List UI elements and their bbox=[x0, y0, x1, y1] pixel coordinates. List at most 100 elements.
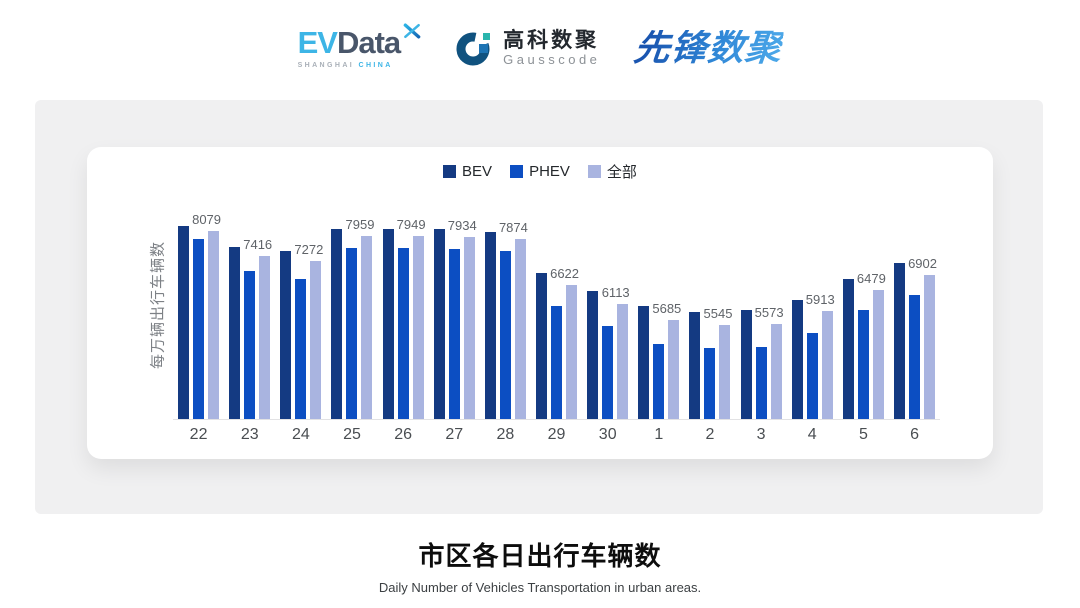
bar-group-29: 6622 bbox=[531, 164, 582, 419]
value-label-25: 7959 bbox=[345, 216, 375, 232]
footer: 市区各日出行车辆数 Daily Number of Vehicles Trans… bbox=[0, 536, 1080, 595]
bar-all-1 bbox=[668, 319, 680, 419]
legend-swatch-bev bbox=[443, 165, 457, 178]
legend-item-bev[interactable]: BEV bbox=[443, 163, 492, 180]
bar-phev-30 bbox=[602, 326, 614, 419]
bar-all-29 bbox=[566, 285, 578, 419]
bar-group-22: 8079 bbox=[173, 164, 224, 419]
value-label-28: 7874 bbox=[498, 219, 528, 235]
bar-group-26: 7949 bbox=[378, 164, 429, 419]
bar-bev-4 bbox=[791, 299, 803, 419]
bar-all-3 bbox=[770, 323, 782, 419]
evdata-x-spark-icon bbox=[403, 23, 421, 39]
bar-bev-2 bbox=[689, 311, 701, 419]
value-label-23: 7416 bbox=[243, 236, 273, 252]
bar-group-27: 7934 bbox=[429, 164, 480, 419]
value-label-24: 7272 bbox=[294, 242, 324, 258]
evdata-wordmark: EV Data bbox=[297, 23, 423, 60]
gausscode-logo: 高科数聚 Gausscode bbox=[456, 29, 600, 68]
bar-group-6: 6902 bbox=[889, 164, 940, 419]
bar-group-23: 7416 bbox=[224, 164, 275, 419]
bar-group-2: 5545 bbox=[684, 164, 735, 419]
x-tick-29: 29 bbox=[547, 426, 566, 443]
value-label-4: 5913 bbox=[805, 292, 835, 308]
bar-all-5 bbox=[872, 290, 884, 419]
x-tick-1: 1 bbox=[654, 426, 664, 443]
bar-phev-24 bbox=[295, 279, 307, 419]
bar-all-30 bbox=[617, 303, 629, 419]
value-label-6: 6902 bbox=[908, 255, 937, 271]
bar-all-25 bbox=[361, 235, 373, 419]
evdata-subtitle: SHANGHAI CHINA bbox=[297, 62, 393, 69]
x-tick-22: 22 bbox=[189, 426, 208, 443]
pioneer-logo: 先锋数聚 bbox=[632, 27, 785, 68]
bar-bev-30 bbox=[587, 290, 599, 419]
evdata-ev-text: EV bbox=[297, 25, 338, 60]
bar-bev-24 bbox=[280, 250, 292, 419]
gausscode-en: Gausscode bbox=[503, 51, 601, 67]
chart-card: BEV PHEV 全部 每万辆出行车辆数 8079 7416 7272 7959 7949 7… bbox=[87, 147, 993, 459]
bar-phev-28 bbox=[499, 250, 511, 419]
evdata-logo: EV Data SHANGHAI CHINA bbox=[297, 23, 423, 69]
bar-bev-22 bbox=[178, 226, 190, 419]
legend-label-phev: PHEV bbox=[529, 163, 570, 180]
value-label-26: 7949 bbox=[396, 217, 426, 233]
bar-phev-25 bbox=[346, 247, 358, 419]
bar-bev-23 bbox=[229, 246, 241, 419]
x-tick-2: 2 bbox=[705, 426, 715, 443]
bar-bev-5 bbox=[842, 278, 854, 419]
x-tick-28: 28 bbox=[496, 426, 515, 443]
bar-phev-6 bbox=[909, 295, 921, 419]
bar-group-24: 7272 bbox=[275, 164, 326, 419]
bar-all-22 bbox=[208, 231, 220, 419]
legend-swatch-phev bbox=[510, 165, 524, 178]
bar-phev-26 bbox=[397, 248, 409, 419]
bar-group-5: 6479 bbox=[838, 164, 889, 419]
bar-group-28: 7874 bbox=[480, 164, 531, 419]
bar-phev-2 bbox=[704, 348, 716, 419]
gausscode-g-icon bbox=[456, 32, 491, 66]
bar-area: 8079 7416 7272 7959 7949 7934 7874 6622 6113 5685… bbox=[173, 164, 940, 419]
page-title: 市区各日出行车辆数 bbox=[418, 541, 662, 571]
bar-group-1: 5685 bbox=[633, 164, 684, 419]
x-tick-5: 5 bbox=[858, 426, 868, 443]
bar-bev-1 bbox=[638, 305, 650, 419]
bar-group-30: 6113 bbox=[582, 164, 633, 419]
value-label-29: 6622 bbox=[550, 266, 580, 282]
x-tick-25: 25 bbox=[343, 426, 361, 443]
x-tick-4: 4 bbox=[807, 426, 817, 443]
evdata-data-text: Data bbox=[336, 25, 401, 60]
page-subtitle: Daily Number of Vehicles Transportation … bbox=[378, 580, 702, 595]
x-tick-6: 6 bbox=[910, 426, 919, 443]
value-label-3: 5573 bbox=[754, 304, 784, 320]
legend-item-all[interactable]: 全部 bbox=[587, 161, 637, 182]
x-tick-27: 27 bbox=[445, 426, 464, 443]
bar-all-23 bbox=[259, 255, 271, 419]
legend-swatch-all bbox=[587, 165, 601, 178]
value-label-2: 5545 bbox=[703, 305, 733, 321]
bar-bev-28 bbox=[484, 232, 496, 419]
bar-phev-5 bbox=[857, 309, 869, 419]
bar-phev-23 bbox=[244, 271, 256, 419]
bar-bev-26 bbox=[382, 229, 394, 419]
bar-group-4: 5913 bbox=[787, 164, 838, 419]
bar-phev-29 bbox=[551, 306, 563, 419]
x-tick-24: 24 bbox=[291, 426, 310, 443]
value-label-27: 7934 bbox=[447, 217, 477, 233]
x-axis-line bbox=[173, 419, 940, 420]
bar-bev-3 bbox=[740, 310, 752, 419]
chart-legend: BEV PHEV 全部 bbox=[87, 161, 993, 182]
bar-group-3: 5573 bbox=[736, 164, 787, 419]
bar-phev-1 bbox=[653, 343, 665, 419]
bar-all-24 bbox=[310, 261, 322, 419]
gausscode-cn: 高科数聚 bbox=[503, 28, 600, 52]
bar-all-26 bbox=[412, 236, 424, 419]
value-label-1: 5685 bbox=[652, 300, 682, 316]
bar-bev-29 bbox=[536, 273, 548, 419]
legend-item-phev[interactable]: PHEV bbox=[510, 163, 570, 180]
x-tick-30: 30 bbox=[598, 426, 617, 443]
legend-label-bev: BEV bbox=[462, 163, 493, 180]
legend-label-all: 全部 bbox=[606, 164, 637, 181]
y-axis-label: 每万辆出行车辆数 bbox=[149, 240, 167, 370]
bar-all-27 bbox=[463, 236, 475, 419]
